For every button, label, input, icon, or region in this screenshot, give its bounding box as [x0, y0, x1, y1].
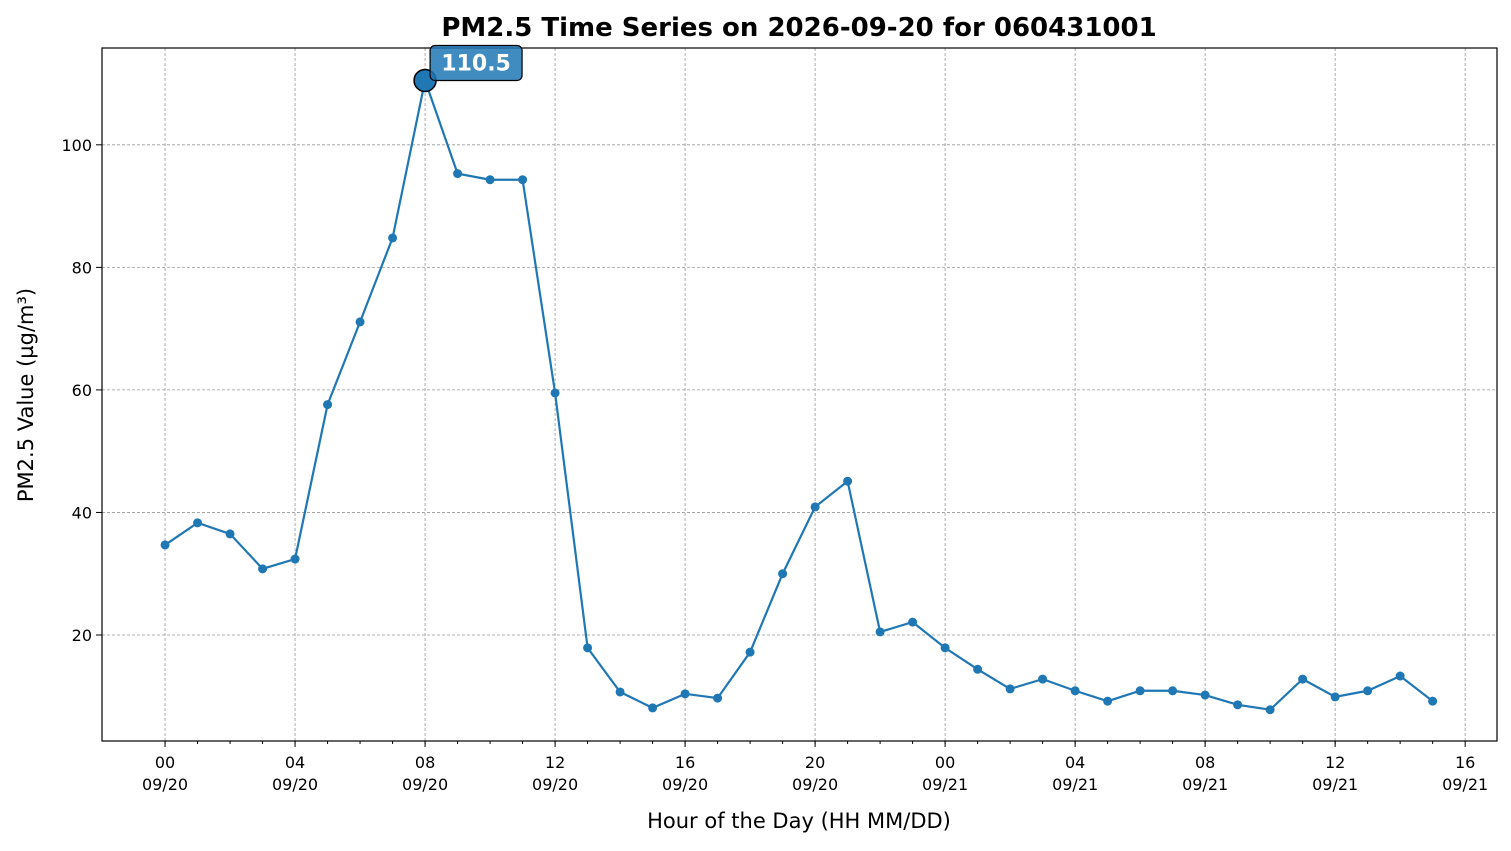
x-tick-date: 09/21: [1442, 775, 1488, 794]
x-tick-hour: 04: [285, 753, 305, 772]
x-tick-hour: 12: [545, 753, 565, 772]
x-tick-label: 16 09/20: [662, 753, 708, 794]
point: [1395, 671, 1405, 681]
point: [225, 529, 235, 539]
point: [453, 169, 463, 179]
point: [1135, 686, 1145, 696]
y-tick-label: 80: [72, 258, 92, 277]
point: [843, 476, 853, 486]
point: [1363, 686, 1373, 696]
x-tick-label: 04 09/21: [1052, 753, 1098, 794]
point: [1233, 700, 1243, 710]
x-tick-label: 08 09/20: [402, 753, 448, 794]
point: [583, 643, 593, 653]
point: [1070, 686, 1080, 696]
x-tick-date: 09/20: [662, 775, 708, 794]
point: [290, 554, 300, 564]
x-tick-label: 00 09/20: [142, 753, 188, 794]
point: [160, 540, 170, 550]
y-tick-label: 60: [72, 381, 92, 400]
x-tick-date: 09/21: [1052, 775, 1098, 794]
x-tick-hour: 16: [1455, 753, 1475, 772]
x-tick-date: 09/20: [142, 775, 188, 794]
x-tick-date: 09/20: [402, 775, 448, 794]
point: [355, 317, 365, 327]
point: [778, 569, 788, 579]
x-tick-date: 09/21: [922, 775, 968, 794]
x-tick-label: 08 09/21: [1182, 753, 1228, 794]
x-tick-label: 12 09/21: [1312, 753, 1358, 794]
peak-label-box: [429, 44, 523, 82]
point: [680, 689, 690, 699]
point: [908, 617, 918, 627]
x-axis-label: Hour of the Day (HH MM/DD): [647, 809, 951, 833]
x-tick-hour: 20: [805, 753, 825, 772]
point: [323, 400, 333, 410]
x-tick-date: 09/21: [1312, 775, 1358, 794]
x-tick-date: 09/20: [272, 775, 318, 794]
point: [193, 518, 203, 528]
point: [713, 693, 723, 703]
x-tick-label: 16 09/21: [1442, 753, 1488, 794]
x-tick-hour: 12: [1325, 753, 1345, 772]
line: [164, 76, 1434, 711]
peak-label: 110.5: [441, 51, 511, 76]
x-tick-date: 09/20: [792, 775, 838, 794]
x-tick-label: 20 09/20: [792, 753, 838, 794]
point: [1038, 674, 1048, 684]
x-tick-date: 09/21: [1182, 775, 1228, 794]
point: [258, 564, 268, 574]
x-tick-hour: 08: [1195, 753, 1215, 772]
point: [648, 703, 658, 713]
y-tick-label: 40: [72, 503, 92, 522]
point: [615, 687, 625, 697]
x-tick-label: 04 09/20: [272, 753, 318, 794]
point: [388, 233, 398, 243]
y-tick-label: 100: [61, 136, 92, 155]
point: [810, 502, 820, 512]
x-tick-hour: 08: [415, 753, 435, 772]
point: [1005, 684, 1015, 694]
x-tick-label: 12 09/20: [532, 753, 578, 794]
point: [940, 643, 950, 653]
point: [550, 388, 560, 398]
x-tick-date: 09/20: [532, 775, 578, 794]
y-axis-label: PM2.5 Value (µg/m³): [14, 288, 38, 502]
x-tick-hour: 00: [935, 753, 955, 772]
x-tick-hour: 00: [155, 753, 175, 772]
point: [1200, 690, 1210, 700]
chart-title: PM2.5 Time Series on 2026-09-20 for 0604…: [441, 13, 1156, 43]
point: [973, 664, 983, 674]
point: [1330, 692, 1340, 702]
point: [1265, 705, 1275, 715]
point: [1428, 696, 1438, 706]
point: [1298, 674, 1308, 684]
point: [1103, 696, 1113, 706]
point: [518, 175, 528, 185]
x-tick-hour: 16: [675, 753, 695, 772]
x-tick-hour: 04: [1065, 753, 1085, 772]
point: [745, 647, 755, 657]
point: [485, 175, 495, 185]
point: [875, 627, 885, 637]
x-tick-label: 00 09/21: [922, 753, 968, 794]
y-tick-label: 20: [72, 626, 92, 645]
plot-frame: [101, 47, 1498, 742]
point: [1168, 686, 1178, 696]
